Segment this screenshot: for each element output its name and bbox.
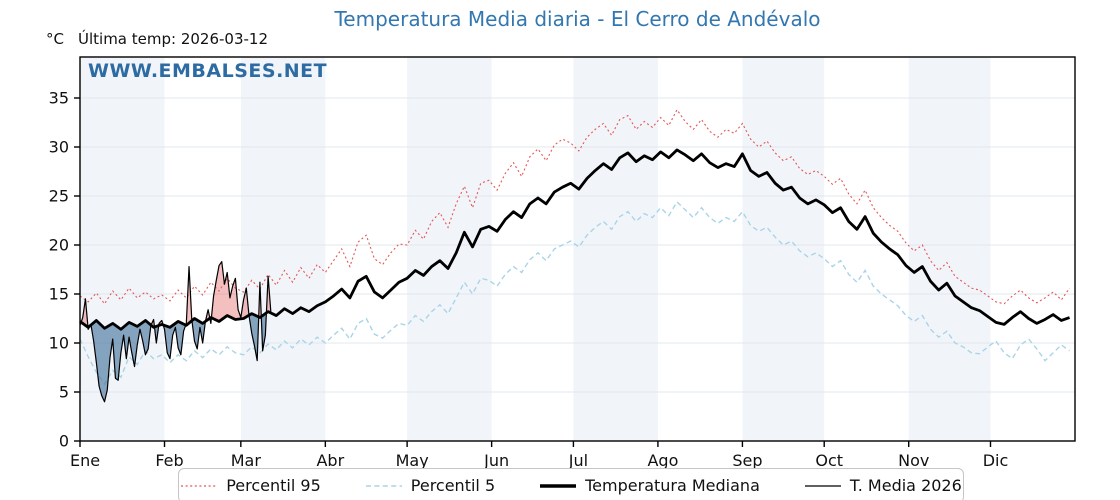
x-tick-label: Sep: [732, 451, 762, 470]
legend-label-p5: Percentil 5: [410, 476, 496, 495]
t2026-line-sample: [804, 484, 841, 487]
y-tick-label: 20: [49, 236, 69, 255]
month-band: [573, 57, 658, 441]
x-tick-label: Dic: [983, 451, 1009, 470]
fill-below-median: [163, 321, 186, 359]
x-tick-label: Ene: [70, 451, 100, 470]
legend-item-mediana: Temperatura Mediana: [539, 476, 760, 495]
x-tick-label: Nov: [898, 451, 929, 470]
x-tick-label: Mar: [231, 451, 262, 470]
month-band: [80, 57, 165, 441]
x-tick-label: Feb: [155, 451, 183, 470]
legend-label-mediana: Temperatura Mediana: [585, 476, 760, 495]
month-band: [240, 57, 326, 441]
y-tick-label: 15: [49, 285, 69, 304]
y-tick-label: 10: [49, 334, 69, 353]
watermark: WWW.EMBALSES.NET: [88, 60, 328, 82]
y-tick-label: 35: [49, 89, 69, 108]
y-axis-unit-label: °C: [46, 30, 64, 48]
series-t-media-2026: [79, 261, 272, 403]
x-tick-label: Jul: [568, 451, 588, 470]
legend-label-p95: Percentil 95: [226, 476, 321, 495]
x-tick-label: Ago: [647, 451, 678, 470]
plot-border: [79, 56, 1076, 442]
fill-below-median: [91, 320, 151, 402]
legend: Percentil 95 Percentil 5 Temperatura Med…: [178, 468, 964, 500]
y-tick-label: 0: [59, 432, 69, 451]
x-tick-label: Jun: [483, 451, 509, 470]
last-temp-annotation: Última temp: 2026-03-12: [78, 30, 269, 48]
month-band: [407, 57, 492, 441]
legend-item-percentil-5: Percentil 5: [365, 476, 495, 495]
fill-above-median: [81, 298, 88, 328]
y-tick-label: 30: [49, 138, 69, 157]
series-percentil-5: [79, 200, 1070, 386]
p5-line-sample: [365, 484, 402, 487]
fill-above-median: [211, 261, 249, 322]
legend-label-t2026: T. Media 2026: [849, 476, 962, 495]
y-tick-label: 5: [59, 383, 69, 402]
x-tick-label: Abr: [316, 451, 344, 470]
median-line-sample: [540, 483, 577, 488]
x-tick-label: May: [396, 451, 429, 470]
series-temperatura-mediana: [79, 148, 1071, 331]
p95-line-sample: [181, 484, 218, 487]
month-band: [742, 57, 825, 441]
page-title: Temperatura Media diaria - El Cerro de A…: [334, 7, 821, 31]
series-percentil-95: [79, 108, 1071, 305]
fill-below-median: [248, 313, 259, 361]
y-tick-label: 25: [49, 187, 69, 206]
legend-item-percentil-95: Percentil 95: [180, 476, 321, 495]
month-band: [908, 57, 991, 441]
x-tick-label: Oct: [815, 451, 843, 470]
legend-item-t-media-2026: T. Media 2026: [804, 476, 962, 495]
